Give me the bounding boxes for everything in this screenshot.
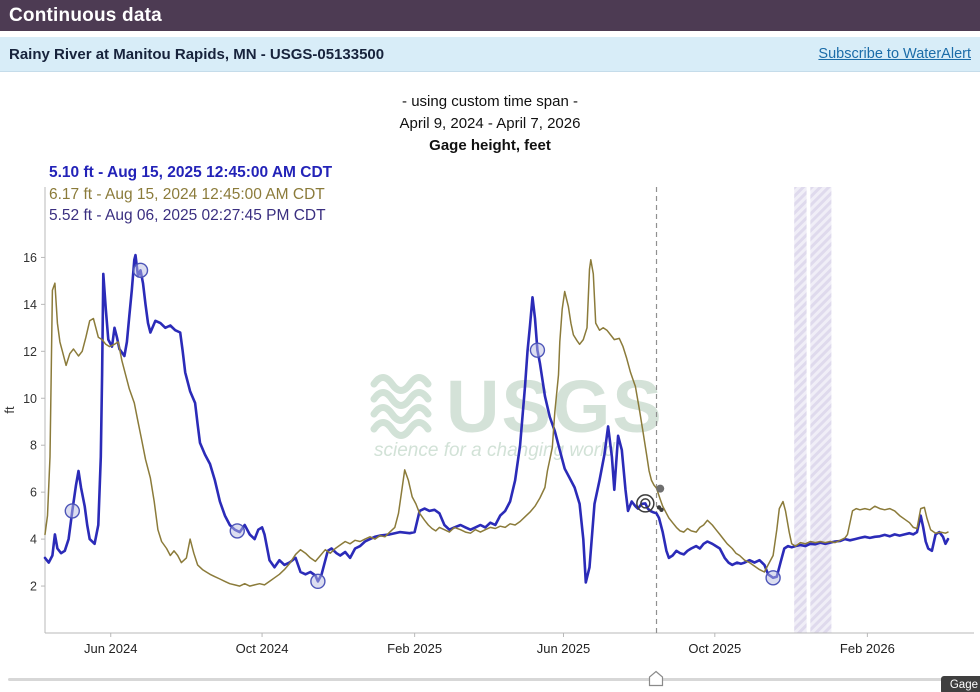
date-range-label: April 9, 2024 - April 7, 2026: [399, 115, 581, 132]
point-marker: [310, 573, 326, 590]
chart-header: - using custom time span - April 9, 2024…: [0, 91, 980, 157]
point-marker: [529, 342, 546, 358]
svg-text:14: 14: [23, 298, 37, 312]
svg-text:Oct 2025: Oct 2025: [688, 641, 741, 656]
svg-text:Jun 2024: Jun 2024: [84, 641, 138, 656]
masked-data-band: [794, 187, 807, 633]
parameter-title: Gage height, feet: [429, 137, 551, 154]
svg-text:Feb 2026: Feb 2026: [840, 641, 895, 656]
point-marker: [229, 523, 245, 539]
dot-marker: [659, 507, 664, 512]
page-title: Continuous data: [9, 4, 162, 26]
series-gage-height-prior-year: [44, 259, 949, 587]
svg-text:12: 12: [23, 345, 37, 359]
svg-text:Oct 2024: Oct 2024: [236, 641, 289, 656]
app-header: Continuous data: [0, 0, 980, 31]
svg-text:8: 8: [30, 439, 37, 453]
slider-thumb-icon: [648, 670, 664, 687]
time-range-slider[interactable]: [0, 670, 980, 690]
slider-track[interactable]: [8, 678, 966, 681]
svg-text:science for a changing world: science for a changing world: [374, 440, 616, 461]
svg-text:Feb 2025: Feb 2025: [387, 641, 442, 656]
svg-text:6: 6: [30, 486, 37, 500]
gray-dot-marker: [656, 484, 665, 493]
svg-text:ft: ft: [2, 406, 17, 414]
gage-tooltip: Gage: [940, 676, 980, 692]
custom-time-span-label: - using custom time span -: [402, 93, 578, 110]
selected-point-marker-inner: [640, 498, 651, 509]
point-marker: [132, 262, 149, 279]
station-title: Rainy River at Manitou Rapids, MN - USGS…: [9, 45, 385, 63]
point-marker: [765, 570, 781, 586]
masked-data-band: [810, 187, 832, 633]
svg-text:10: 10: [23, 392, 37, 406]
subscribe-wateralert-link[interactable]: Subscribe to WaterAlert: [818, 46, 971, 62]
svg-text:4: 4: [30, 533, 37, 547]
svg-text:Jun 2025: Jun 2025: [537, 641, 591, 656]
slider-thumb[interactable]: [648, 670, 664, 687]
point-marker: [64, 503, 80, 519]
series-gage-height-current: [43, 253, 950, 584]
svg-text:2: 2: [30, 580, 37, 594]
selected-point-marker: [636, 494, 655, 513]
svg-text:16: 16: [23, 251, 37, 265]
station-bar: Rainy River at Manitou Rapids, MN - USGS…: [0, 37, 980, 72]
